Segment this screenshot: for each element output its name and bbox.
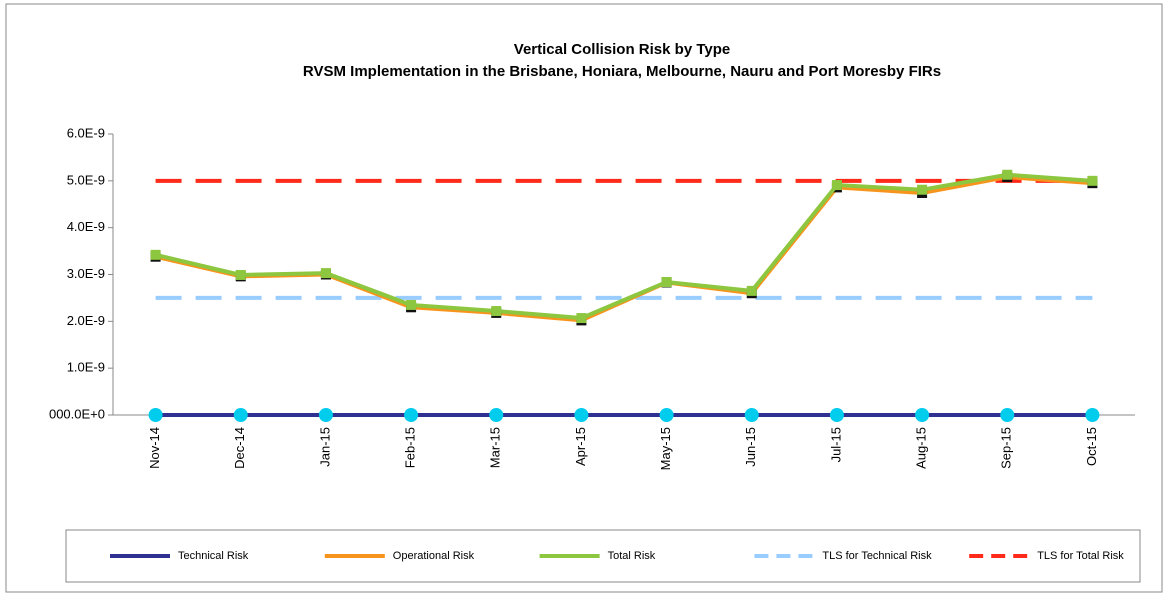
point-marker <box>320 268 331 279</box>
point-marker <box>148 408 163 422</box>
legend-label: Operational Risk <box>393 550 475 562</box>
y-tick-label: 3.0E-9 <box>67 266 105 281</box>
point-marker <box>406 299 417 310</box>
point-marker <box>233 408 248 422</box>
series-line <box>155 172 1093 321</box>
chart-subtitle: RVSM Implementation in the Brisbane, Hon… <box>303 63 941 80</box>
point-marker <box>404 408 419 422</box>
x-tick-label: May-15 <box>658 427 673 470</box>
legend-label: TLS for Technical Risk <box>822 550 932 562</box>
point-marker <box>491 306 502 317</box>
point-marker <box>150 249 161 260</box>
y-tick-label: 000.0E+0 <box>49 406 105 421</box>
point-marker <box>1087 175 1098 186</box>
x-tick-label: Dec-14 <box>232 427 247 469</box>
y-tick-label: 5.0E-9 <box>67 172 105 187</box>
y-tick-label: 1.0E-9 <box>67 360 105 375</box>
y-tick-label: 2.0E-9 <box>67 313 105 328</box>
point-marker <box>831 180 842 191</box>
x-tick-label: Mar-15 <box>488 427 503 468</box>
legend-label: Total Risk <box>608 550 656 562</box>
x-tick-label: Nov-14 <box>147 427 162 469</box>
point-marker <box>576 313 587 324</box>
y-tick-label: 6.0E-9 <box>67 125 105 140</box>
point-marker <box>574 408 589 422</box>
legend-label: TLS for Total Risk <box>1037 550 1124 562</box>
point-marker <box>917 184 928 195</box>
x-tick-label: Feb-15 <box>403 427 418 468</box>
x-tick-label: Sep-15 <box>999 427 1014 469</box>
x-tick-label: Jun-15 <box>743 427 758 467</box>
point-marker <box>829 408 844 422</box>
point-marker <box>915 408 930 422</box>
x-tick-label: Oct-15 <box>1084 427 1099 466</box>
legend-box <box>65 529 1141 583</box>
x-tick-label: Apr-15 <box>573 427 588 466</box>
point-marker <box>235 269 246 280</box>
legend-label: Technical Risk <box>178 550 249 562</box>
point-marker <box>318 408 333 422</box>
y-tick-label: 4.0E-9 <box>67 219 105 234</box>
x-tick-label: Jan-15 <box>317 427 332 467</box>
point-marker <box>746 285 757 296</box>
point-marker <box>744 408 759 422</box>
point-marker <box>659 408 674 422</box>
point-marker <box>1085 408 1100 422</box>
x-tick-label: Jul-15 <box>828 427 843 462</box>
point-marker <box>661 276 672 287</box>
point-marker <box>489 408 504 422</box>
chart-title: Vertical Collision Risk by Type <box>514 41 730 58</box>
point-marker <box>1000 408 1015 422</box>
x-tick-label: Aug-15 <box>914 427 929 469</box>
point-marker <box>1002 169 1013 180</box>
